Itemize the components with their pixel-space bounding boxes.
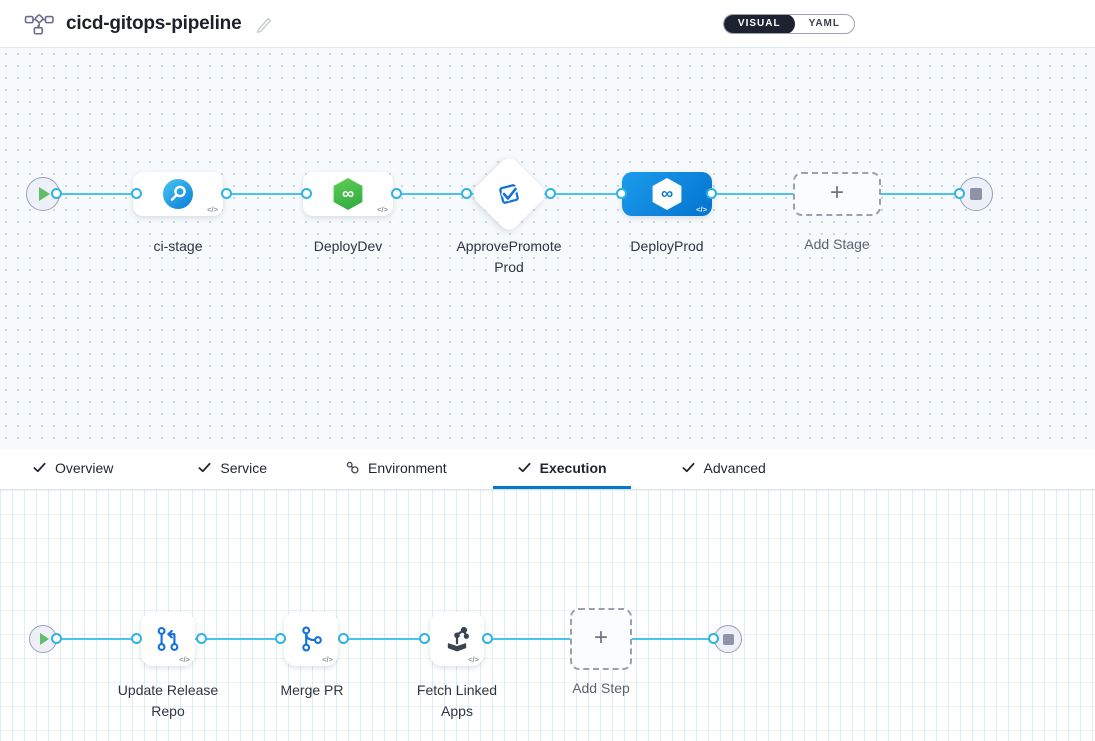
stage-label: ci-stage [153,238,203,254]
step-node-fetch-linked-apps[interactable] [430,612,484,666]
stage-label: DeployDev [313,238,383,254]
plus-icon: + [829,179,844,206]
edit-pencil-icon[interactable] [255,15,273,33]
port[interactable] [196,633,207,644]
port[interactable] [275,633,286,644]
pipeline-start-node [26,177,60,211]
tab-environment[interactable]: Environment [321,449,471,489]
stage-node-deploydev[interactable]: ∞ [303,172,393,216]
ci-stage-icon [163,179,193,209]
add-stage-label: Add Stage [804,236,870,252]
step-node-merge-pr[interactable] [284,612,338,666]
tab-label: Service [220,459,268,476]
code-icon [468,655,479,664]
toggle-visual[interactable]: VISUAL [723,14,795,33]
page-title: cicd-gitops-pipeline [66,12,242,34]
code-icon [322,655,333,664]
tab-label: Overview [55,459,114,476]
environment-icon [346,461,359,474]
tab-label: Execution [539,459,607,476]
merge-pr-icon [302,626,322,652]
port[interactable] [51,188,62,199]
add-step-label: Add Step [572,680,630,696]
play-icon [39,187,50,201]
step-node-update-release-repo[interactable] [141,612,195,666]
tab-advanced[interactable]: Advanced [657,449,790,489]
pipeline-icon [24,13,54,35]
stage-node-ci-stage[interactable] [133,172,223,216]
port[interactable] [221,188,232,199]
port[interactable] [131,188,142,199]
step-edge [57,638,714,640]
toggle-yaml[interactable]: YAML [808,18,840,29]
stage-config-tabs: Overview Service Environment Execution A… [0,449,1095,490]
port[interactable] [616,188,627,199]
stop-icon [970,188,982,200]
fetch-linked-apps-icon [447,626,469,652]
step-label: Fetch Linked Apps [416,682,498,719]
check-icon [518,462,531,473]
port[interactable] [51,633,62,644]
tab-label: Advanced [703,459,766,476]
execution-canvas[interactable]: Update Release Repo Merge PR Fetch Li [0,490,1095,741]
stage-canvas[interactable]: ci-stage ∞ DeployDev ApprovePromoteProd … [0,48,1095,449]
view-toggle: VISUAL YAML [722,13,855,34]
pipeline-end-node [959,177,993,211]
update-release-repo-icon [157,627,179,651]
tab-service[interactable]: Service [173,449,291,489]
play-icon [39,633,49,645]
port[interactable] [482,633,493,644]
tab-label: Environment [368,459,447,476]
code-icon [179,655,190,664]
check-icon [198,462,211,473]
port[interactable] [706,188,717,199]
tab-execution[interactable]: Execution [492,449,631,489]
plus-icon: + [593,624,608,651]
port[interactable] [419,633,430,644]
stage-label: DeployProd [630,238,704,254]
port[interactable] [461,188,472,199]
code-icon [207,205,218,214]
stage-node-deployprod[interactable]: ∞ [622,172,712,216]
step-label: Merge PR [280,682,344,698]
code-icon [696,205,707,214]
add-step-button[interactable]: + [570,608,632,670]
port[interactable] [131,633,142,644]
cd-stage-icon: ∞ [652,178,682,210]
tab-overview[interactable]: Overview [8,449,137,489]
step-label: Update Release Repo [117,682,219,719]
cd-stage-icon: ∞ [333,178,363,210]
approval-icon [499,184,519,204]
add-stage-button[interactable]: + [793,172,881,216]
check-icon [682,462,695,473]
header: cicd-gitops-pipeline VISUAL YAML [0,0,1095,48]
stop-icon [722,633,734,645]
port[interactable] [391,188,402,199]
port[interactable] [708,633,719,644]
stage-node-approval[interactable] [469,154,549,234]
port[interactable] [545,188,556,199]
stage-label: ApprovePromoteProd [456,238,562,275]
port[interactable] [338,633,349,644]
check-icon [33,462,46,473]
port[interactable] [954,188,965,199]
code-icon [377,205,388,214]
port[interactable] [301,188,312,199]
